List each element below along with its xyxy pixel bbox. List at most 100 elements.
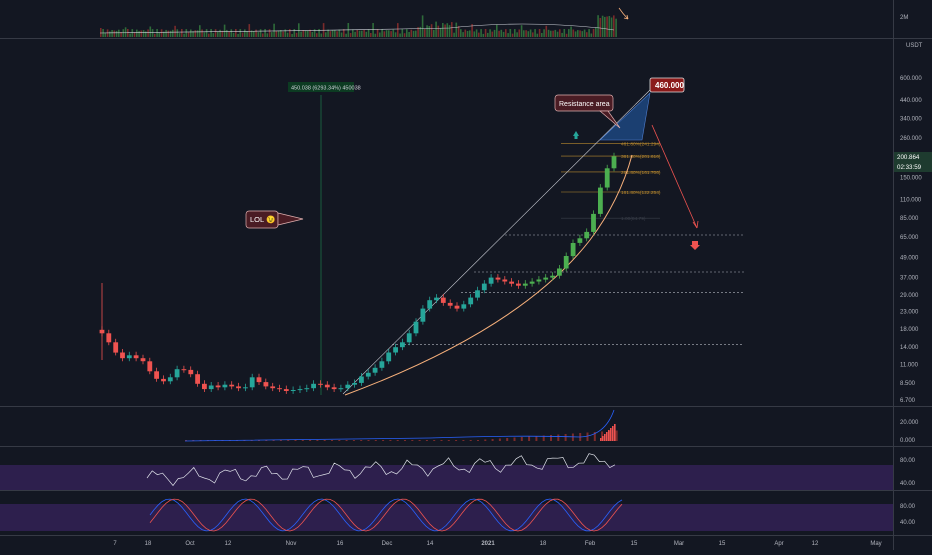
candle-body	[195, 374, 200, 384]
target-label: 460.000	[655, 81, 684, 90]
candle-body	[461, 304, 467, 309]
volume-bar	[151, 29, 154, 37]
volume-bar	[554, 29, 557, 37]
volume-bar	[439, 28, 442, 37]
price-axis: 600.000440.000340.000260.000200.000150.0…	[900, 76, 922, 404]
volume-bar	[610, 17, 613, 37]
volume-bar	[435, 21, 437, 37]
osc-bar	[586, 432, 589, 441]
volume-bar	[484, 29, 487, 37]
volume-bar	[212, 33, 215, 37]
osc-bar	[418, 440, 421, 441]
price-tick-label: 440.000	[900, 98, 922, 104]
time-tick-label: Mar	[674, 541, 684, 547]
volume-bar	[574, 31, 577, 37]
osc-bar	[440, 440, 443, 441]
target-label-box[interactable]	[649, 77, 685, 93]
volume-bar	[480, 29, 482, 37]
volume-bar	[291, 33, 293, 37]
time-tick-label: 2021	[481, 541, 495, 547]
osc-bar	[614, 424, 616, 441]
time-tick-label: May	[870, 541, 881, 547]
osc-bar	[608, 430, 610, 441]
trend-line[interactable]	[342, 89, 651, 395]
volume-bar	[298, 23, 300, 37]
candle-body	[502, 279, 508, 282]
volume-bar	[192, 31, 194, 37]
osc-bar	[535, 436, 538, 441]
volume-bar	[491, 31, 494, 37]
candle-body	[331, 387, 337, 390]
volume-bar	[613, 15, 615, 37]
volume-bar	[259, 29, 262, 37]
volume-bar	[358, 30, 361, 37]
volume-bar	[493, 29, 496, 37]
volume-bar	[518, 29, 521, 37]
volume-bar	[511, 33, 514, 37]
rsi-band	[0, 465, 893, 490]
volume-bar	[365, 31, 368, 37]
candle-body	[557, 268, 562, 276]
volume-bar	[534, 29, 536, 37]
volume-bar	[246, 31, 248, 37]
volume-bar	[541, 33, 543, 37]
candle-body	[365, 372, 371, 377]
candle-body	[393, 347, 398, 353]
volume-bar	[160, 29, 163, 37]
volume-bar	[165, 29, 167, 37]
volume-bar	[475, 29, 478, 37]
volume-bar	[464, 29, 467, 37]
volume-bar	[120, 32, 122, 37]
candle-body	[359, 376, 364, 383]
candles	[99, 152, 617, 394]
candle-body	[304, 388, 310, 390]
volume-bar	[568, 29, 570, 37]
volume-bar	[136, 29, 138, 37]
volume-bar	[255, 29, 257, 37]
volume-bar	[561, 32, 563, 37]
candle-body	[563, 256, 569, 269]
volume-bar	[385, 30, 388, 37]
osc2-label-low: 40.00	[900, 481, 916, 487]
volume-bar	[514, 29, 516, 37]
osc-bar	[389, 440, 392, 441]
volume-bar	[466, 31, 469, 37]
resistance-triangle[interactable]	[599, 92, 651, 141]
volume-bar	[394, 32, 397, 37]
volume-bar	[430, 24, 433, 37]
volume-bar	[356, 29, 359, 37]
resistance-callout-box[interactable]	[554, 94, 614, 112]
candle-body	[468, 297, 474, 305]
osc-bar	[258, 440, 260, 441]
osc2-label-high: 80.00	[900, 458, 916, 464]
volume-bar	[185, 29, 188, 37]
volume-ma-line	[99, 23, 615, 34]
volume-bar	[147, 29, 149, 37]
osc-bar	[604, 434, 606, 441]
candle-body	[522, 283, 528, 286]
volume-bar	[345, 33, 347, 37]
candle-body	[263, 382, 269, 387]
projection-arrow[interactable]	[651, 124, 698, 229]
osc-bar	[345, 440, 348, 441]
parabolic-curve[interactable]	[344, 154, 633, 396]
volume-bar	[597, 15, 599, 37]
fib-level-label: 1.00(84.79)	[621, 216, 646, 222]
volume-bar	[363, 29, 365, 37]
volume-bar	[217, 31, 219, 37]
candle-body	[290, 390, 296, 391]
volume-bar	[338, 29, 341, 37]
volume-bar	[264, 29, 266, 37]
candle-body	[413, 321, 419, 334]
candle-body	[570, 243, 576, 257]
volume-bar	[379, 32, 381, 37]
volume-bar	[412, 30, 415, 37]
osc-bar	[447, 440, 450, 441]
volume-bar	[608, 16, 611, 37]
time-tick-label: 12	[225, 541, 232, 547]
volume-bar	[559, 29, 561, 37]
volume-bar	[428, 26, 431, 37]
